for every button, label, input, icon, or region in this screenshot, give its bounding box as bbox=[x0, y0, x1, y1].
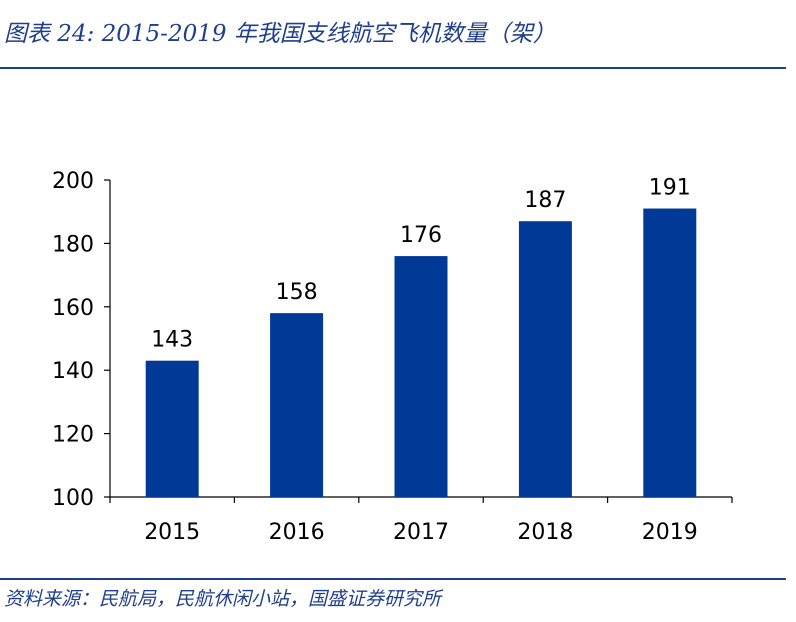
y-tick-label: 120 bbox=[52, 423, 94, 448]
x-tick-label-2016: 2016 bbox=[269, 520, 325, 545]
y-tick-label: 140 bbox=[52, 359, 94, 384]
data-label-2019: 191 bbox=[649, 176, 691, 201]
y-tick-label: 160 bbox=[52, 296, 94, 321]
data-label-2018: 187 bbox=[524, 188, 566, 213]
y-tick-label: 100 bbox=[52, 486, 94, 511]
y-tick-label: 200 bbox=[52, 169, 94, 194]
footer-divider bbox=[0, 578, 786, 580]
x-tick-label-2015: 2015 bbox=[144, 520, 200, 545]
x-tick-label-2019: 2019 bbox=[642, 520, 698, 545]
x-tick-label-2018: 2018 bbox=[517, 520, 573, 545]
source-note: 资料来源：民航局，民航休闲小站，国盛证券研究所 bbox=[4, 588, 442, 610]
bar-2016 bbox=[270, 313, 324, 497]
data-label-2015: 143 bbox=[151, 328, 193, 353]
chart-title: 图表 24: 2015-2019 年我国支线航空飞机数量（架） bbox=[4, 21, 556, 47]
bar-2019 bbox=[643, 208, 697, 497]
header-divider bbox=[0, 67, 786, 69]
data-label-2016: 158 bbox=[276, 280, 318, 305]
bar-2015 bbox=[145, 360, 199, 497]
y-tick-label: 180 bbox=[52, 232, 94, 257]
data-label-2017: 176 bbox=[400, 223, 442, 248]
bar-2017 bbox=[394, 256, 448, 497]
x-tick-label-2017: 2017 bbox=[393, 520, 449, 545]
bar-2018 bbox=[518, 221, 572, 497]
